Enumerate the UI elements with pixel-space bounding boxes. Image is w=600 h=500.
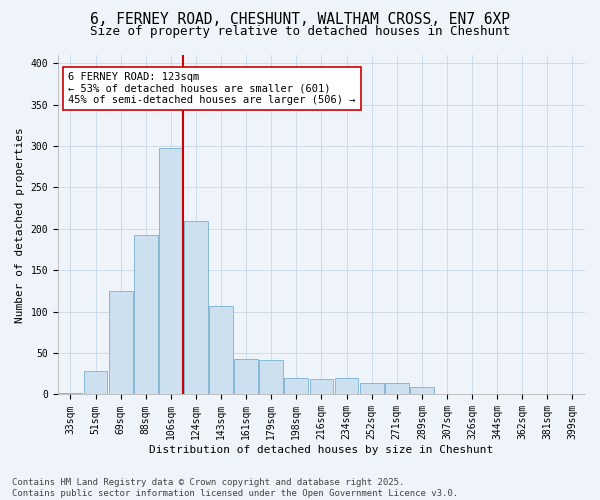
Y-axis label: Number of detached properties: Number of detached properties: [15, 127, 25, 322]
X-axis label: Distribution of detached houses by size in Cheshunt: Distribution of detached houses by size …: [149, 445, 494, 455]
Bar: [59, 393, 82, 394]
Text: 6 FERNEY ROAD: 123sqm
← 53% of detached houses are smaller (601)
45% of semi-det: 6 FERNEY ROAD: 123sqm ← 53% of detached …: [68, 72, 356, 105]
Bar: [410, 387, 434, 394]
Bar: [234, 359, 258, 394]
Bar: [134, 236, 158, 394]
Bar: [83, 372, 107, 394]
Text: Contains HM Land Registry data © Crown copyright and database right 2025.
Contai: Contains HM Land Registry data © Crown c…: [12, 478, 458, 498]
Bar: [109, 291, 133, 395]
Bar: [360, 383, 383, 394]
Bar: [335, 378, 358, 394]
Bar: [209, 306, 233, 394]
Bar: [184, 220, 208, 394]
Text: 6, FERNEY ROAD, CHESHUNT, WALTHAM CROSS, EN7 6XP: 6, FERNEY ROAD, CHESHUNT, WALTHAM CROSS,…: [90, 12, 510, 28]
Bar: [284, 378, 308, 394]
Text: Size of property relative to detached houses in Cheshunt: Size of property relative to detached ho…: [90, 25, 510, 38]
Bar: [159, 148, 183, 394]
Bar: [259, 360, 283, 394]
Bar: [385, 383, 409, 394]
Bar: [310, 378, 334, 394]
